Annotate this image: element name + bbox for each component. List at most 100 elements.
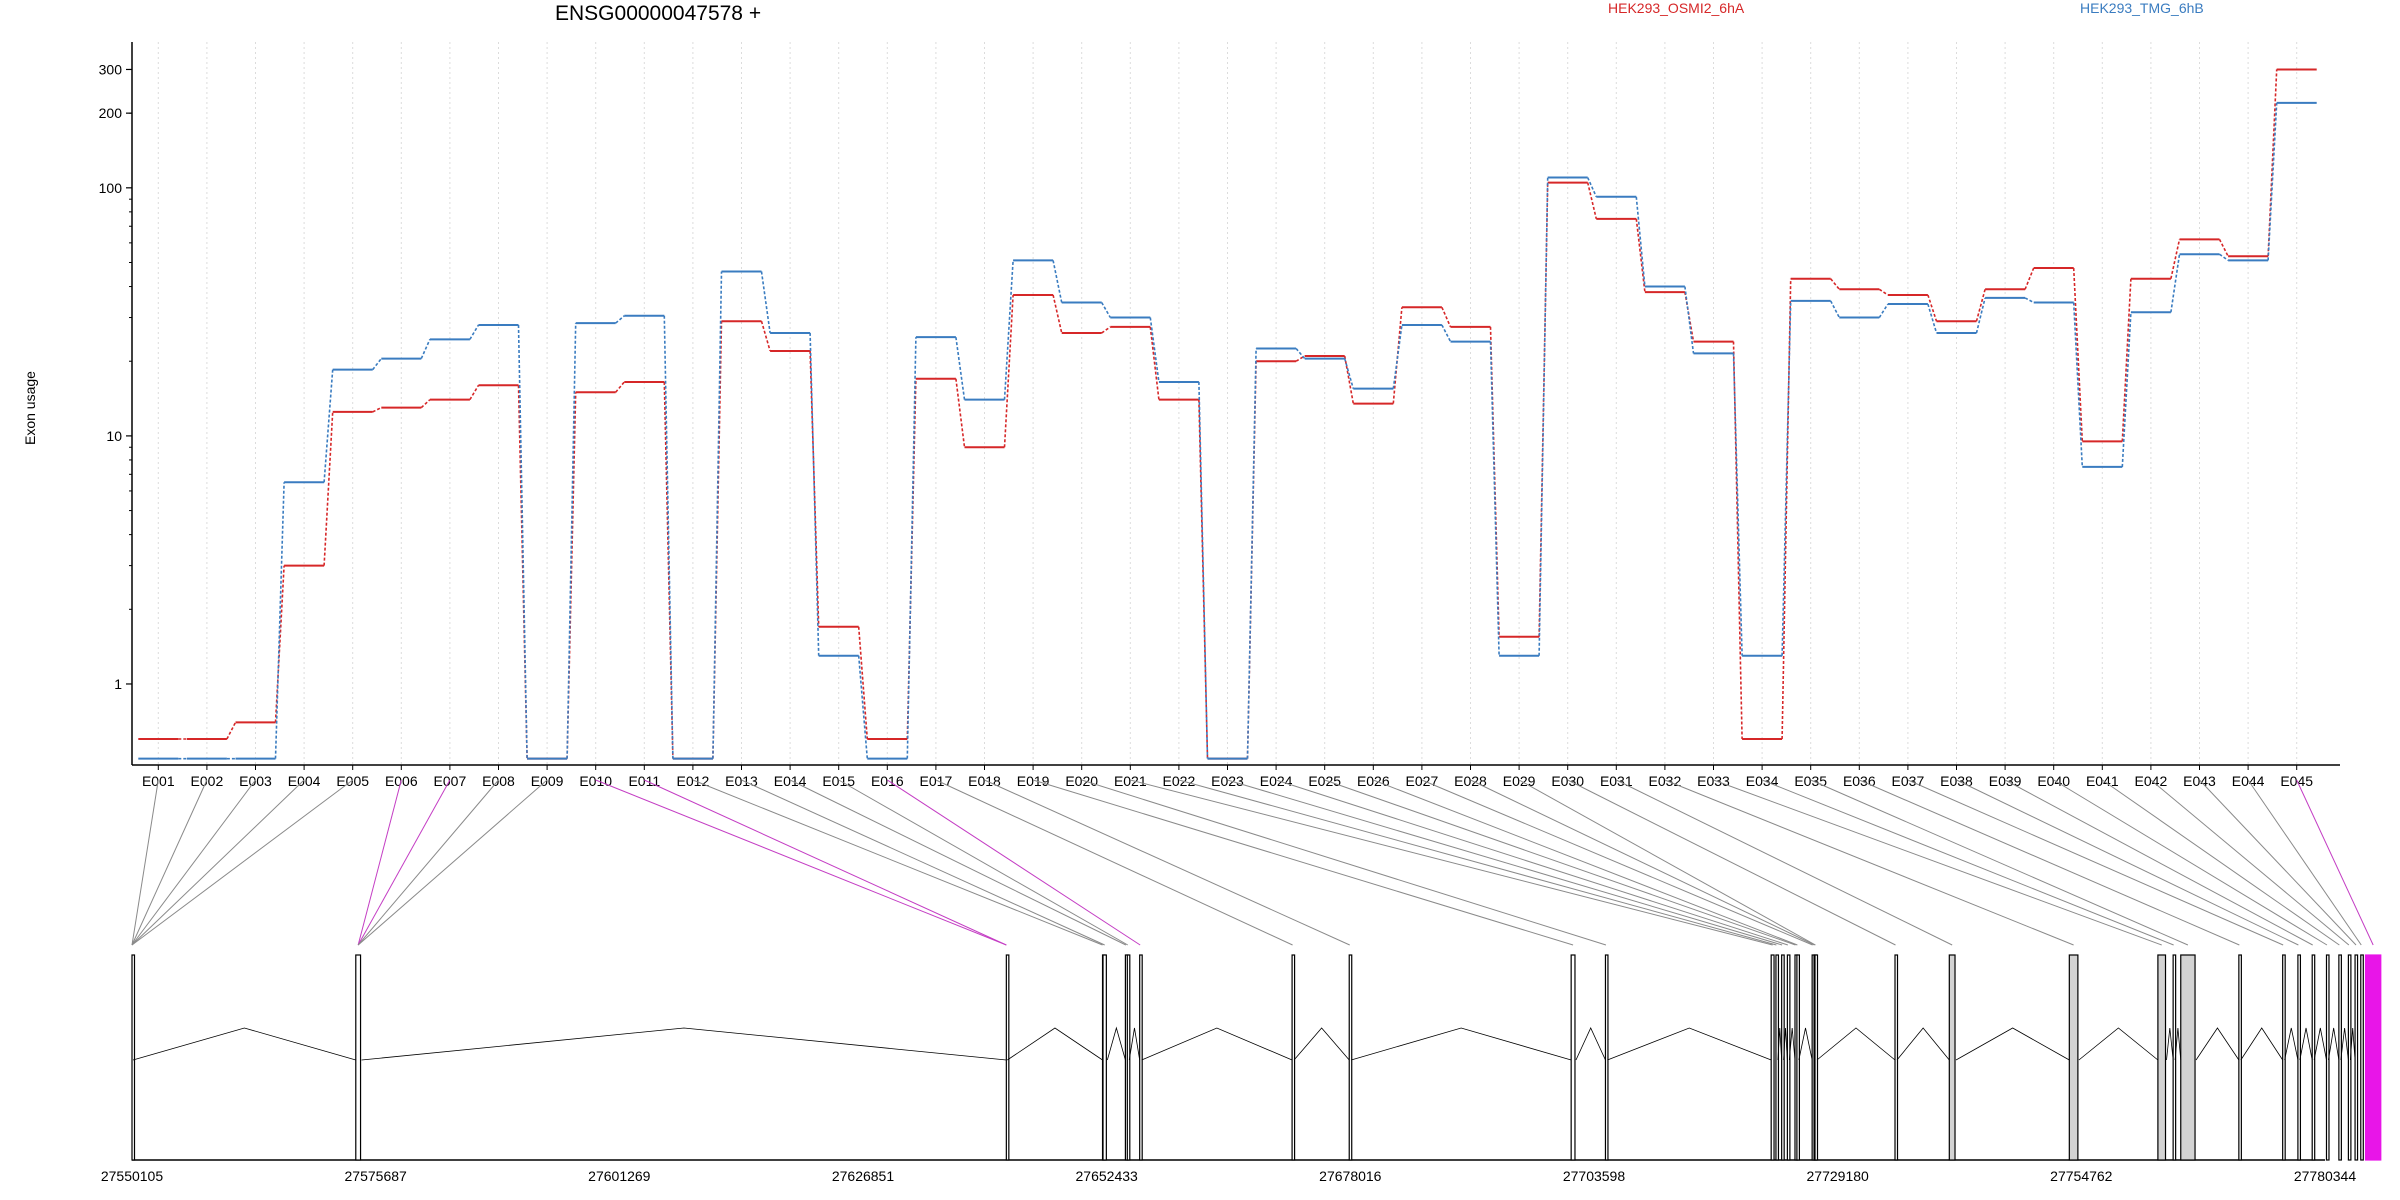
intron-chevron	[361, 1027, 1007, 1061]
exon-box-e019	[1570, 954, 1576, 1161]
x-tick-label-e033: E033	[1697, 773, 1730, 789]
x-tick-label-e028: E028	[1454, 773, 1487, 789]
connector	[323, 411, 334, 566]
exon-connector-e035	[1810, 779, 2189, 946]
connector	[1781, 300, 1792, 656]
exon-connector-e020	[1081, 779, 1607, 946]
genome-coordinate-label: 27575687	[345, 1168, 408, 1184]
x-tick-label-e037: E037	[1892, 773, 1925, 789]
genome-coordinate-label: 27703598	[1563, 1168, 1626, 1184]
connector	[760, 271, 771, 334]
intron-chevron	[2078, 1027, 2159, 1061]
exon-connector-e005	[131, 779, 353, 946]
connector	[2170, 254, 2181, 313]
genome-coordinate-label: 27678016	[1319, 1168, 1382, 1184]
connector	[566, 392, 577, 759]
connector	[1003, 260, 1014, 400]
exon-connector-e038	[1956, 779, 2299, 946]
connector	[906, 337, 917, 759]
connector	[2024, 267, 2035, 290]
x-tick-label-e005: E005	[336, 773, 369, 789]
connector	[1489, 341, 1500, 656]
connector	[1586, 182, 1598, 220]
exon-box-e010	[1005, 954, 1010, 1161]
connector	[1392, 324, 1403, 389]
x-tick-label-e035: E035	[1794, 773, 1827, 789]
exon-box-e021	[1770, 954, 1775, 1161]
connector	[226, 722, 237, 740]
connector	[1927, 294, 1938, 322]
exon-connector-e008	[357, 779, 499, 946]
exon-connector-e030	[1567, 779, 1896, 946]
intron-chevron	[1777, 1027, 1783, 1061]
y-tick-label: 100	[99, 180, 123, 196]
x-tick-label-e022: E022	[1163, 773, 1196, 789]
exon-box-e030	[1894, 954, 1899, 1161]
exon-box-e045	[2364, 954, 2382, 1161]
y-tick-label: 10	[106, 428, 122, 444]
x-tick-label-e031: E031	[1600, 773, 1633, 789]
exon-connector-e003	[131, 779, 256, 946]
exon-connector-e045	[2296, 779, 2374, 946]
x-tick-label-e027: E027	[1406, 773, 1439, 789]
exon-connector-e022	[1178, 779, 1777, 946]
legend-series-osmi2: HEK293_OSMI2_6hA	[1608, 0, 1745, 16]
connector	[1441, 306, 1452, 328]
x-tick-label-e011: E011	[628, 773, 660, 789]
x-tick-label-e043: E043	[2183, 773, 2216, 789]
exon-connector-e019	[1032, 779, 1574, 946]
connector	[857, 626, 869, 740]
exon-connector-e039	[2004, 779, 2313, 946]
intron-chevron	[2349, 1027, 2356, 1061]
exon-connector-e018	[984, 779, 1350, 946]
legend-series-tmg: HEK293_TMG_6hB	[2080, 0, 2204, 16]
connector	[2267, 102, 2278, 261]
intron-chevron	[2195, 1027, 2240, 1061]
connector	[1830, 278, 1840, 290]
exon-connector-e006	[357, 779, 402, 946]
exon-connector-e037	[1907, 779, 2284, 946]
exon-connector-e017	[935, 779, 1293, 946]
connector	[2072, 267, 2084, 442]
connector	[1927, 303, 1938, 334]
connector	[2024, 297, 2035, 304]
x-tick-label-e007: E007	[434, 773, 467, 789]
genome-coordinate-label: 27601269	[588, 1168, 651, 1184]
x-tick-label-e004: E004	[288, 773, 321, 789]
connector	[712, 271, 723, 759]
connector	[566, 323, 577, 759]
y-tick-label: 1	[114, 676, 122, 692]
connector	[372, 406, 382, 413]
exon-connector-e025	[1324, 779, 1796, 946]
series-tmg	[138, 101, 2317, 760]
exon-connector-e014	[789, 779, 1127, 946]
exon-box-e017	[1291, 954, 1296, 1161]
exon-connector-e027	[1421, 779, 1813, 946]
exon-connector-e042	[2150, 779, 2350, 946]
connector	[955, 337, 966, 400]
x-tick-label-e003: E003	[239, 773, 272, 789]
exon-box-e036	[2238, 954, 2242, 1161]
connector	[1101, 326, 1111, 334]
intron-chevron	[132, 1027, 356, 1061]
connector	[1052, 294, 1063, 334]
intron-chevron	[2340, 1027, 2349, 1061]
genome-coordinate-label: 27729180	[1807, 1168, 1870, 1184]
connector	[274, 482, 285, 759]
intron-chevron	[1955, 1027, 2070, 1061]
x-tick-label-e009: E009	[531, 773, 564, 789]
exon-connector-e031	[1616, 779, 1953, 946]
connector	[2218, 238, 2229, 257]
x-tick-label-e024: E024	[1260, 773, 1293, 789]
exon-connector-e026	[1373, 779, 1798, 946]
connector	[1878, 303, 1889, 318]
connector	[906, 378, 917, 740]
exon-box-e031	[1948, 954, 1956, 1161]
connector	[517, 324, 528, 759]
connector	[1684, 286, 1695, 354]
connector	[2170, 239, 2181, 279]
exon-connector-e015	[838, 779, 1129, 946]
connector	[1003, 294, 1014, 448]
intron-chevron	[1106, 1026, 1126, 1061]
